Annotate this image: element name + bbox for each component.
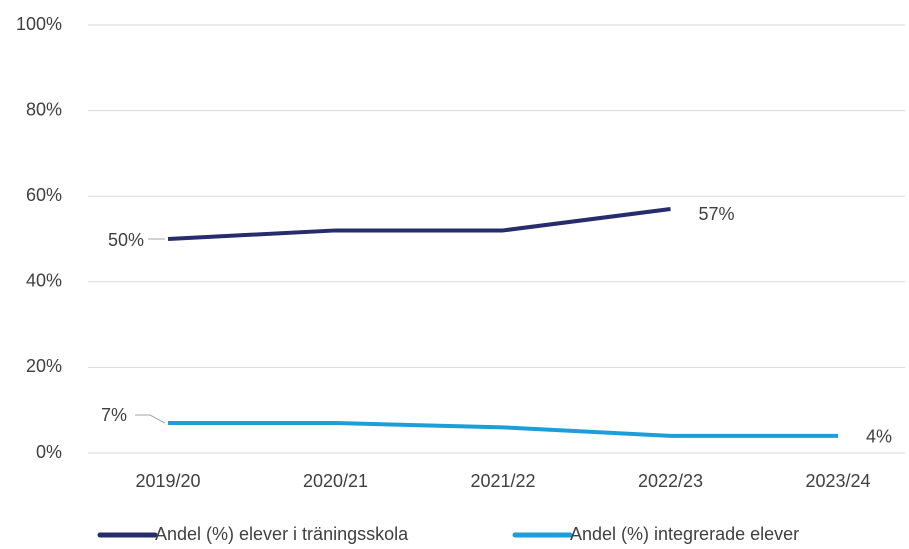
- x-tick-label: 2023/24: [805, 471, 870, 491]
- x-tick-label: 2022/23: [638, 471, 703, 491]
- leader-line: [135, 414, 166, 424]
- x-tick-label: 2019/20: [135, 471, 200, 491]
- y-tick-label: 60%: [26, 185, 62, 205]
- data-label: 4%: [866, 427, 892, 447]
- series-line: [168, 421, 838, 438]
- data-label: 57%: [699, 204, 735, 224]
- series-line: [167, 207, 671, 241]
- legend-label: Andel (%) elever i träningsskola: [155, 524, 409, 544]
- legend-label: Andel (%) integrerade elever: [570, 524, 799, 544]
- y-tick-label: 100%: [16, 14, 62, 34]
- y-tick-label: 20%: [26, 356, 62, 376]
- x-tick-label: 2021/22: [470, 471, 535, 491]
- y-tick-label: 0%: [36, 442, 62, 462]
- y-tick-label: 40%: [26, 271, 62, 291]
- y-tick-label: 80%: [26, 99, 62, 119]
- data-label: 50%: [108, 230, 144, 250]
- data-label: 7%: [101, 405, 127, 425]
- x-tick-label: 2020/21: [303, 471, 368, 491]
